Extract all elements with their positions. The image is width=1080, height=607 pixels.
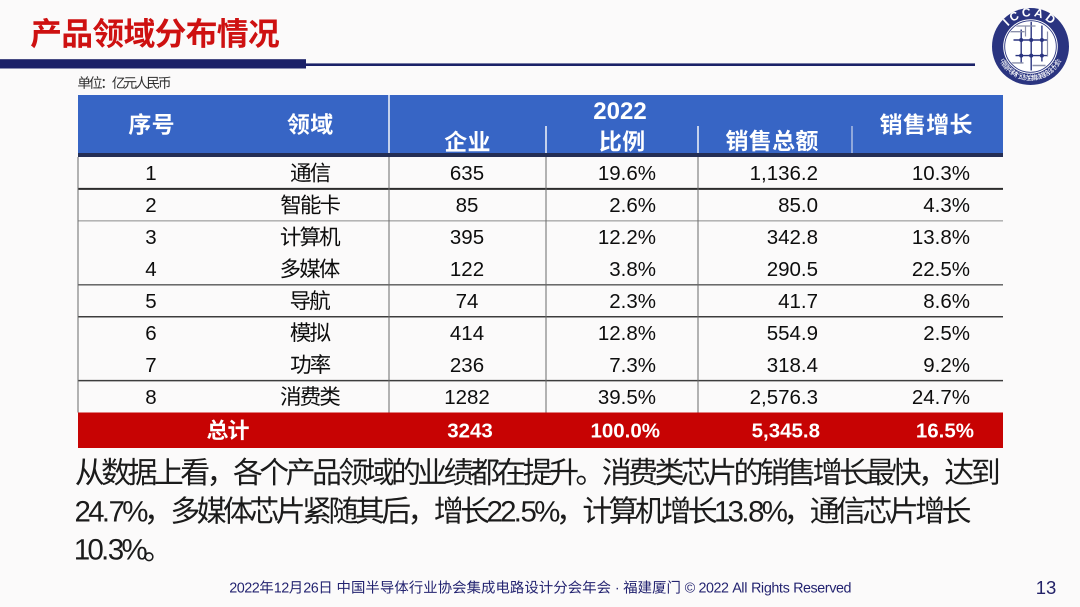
svg-text:12.8%: 12.8%: [598, 322, 656, 345]
svg-text:39.5%: 39.5%: [598, 386, 656, 409]
svg-text:2: 2: [145, 194, 156, 217]
svg-text:13.8%: 13.8%: [912, 226, 970, 249]
svg-text:2.6%: 2.6%: [609, 194, 656, 217]
svg-text:318.4: 318.4: [767, 354, 818, 377]
svg-text:395: 395: [450, 226, 484, 249]
svg-text:85.0: 85.0: [778, 194, 818, 217]
svg-text:8: 8: [145, 386, 156, 409]
svg-text:8.6%: 8.6%: [923, 290, 970, 313]
svg-text:9.2%: 9.2%: [923, 354, 970, 377]
svg-text:41.7: 41.7: [778, 290, 818, 313]
svg-text:4.3%: 4.3%: [923, 194, 970, 217]
svg-text:2,576.3: 2,576.3: [750, 386, 818, 409]
svg-text:3: 3: [145, 226, 156, 249]
svg-text:13: 13: [1036, 577, 1057, 598]
svg-text:4: 4: [145, 258, 156, 281]
svg-text:12.2%: 12.2%: [598, 226, 656, 249]
svg-text:635: 635: [450, 162, 484, 185]
svg-text:7: 7: [145, 354, 156, 377]
svg-text:2.5%: 2.5%: [923, 322, 970, 345]
svg-text:100.0%: 100.0%: [590, 419, 660, 442]
svg-text:5: 5: [145, 290, 156, 313]
svg-text:3.8%: 3.8%: [609, 258, 656, 281]
svg-text:236: 236: [450, 354, 484, 377]
svg-text:554.9: 554.9: [767, 322, 818, 345]
svg-text:85: 85: [456, 194, 479, 217]
svg-text:290.5: 290.5: [767, 258, 818, 281]
svg-text:342.8: 342.8: [767, 226, 818, 249]
svg-text:24.7%: 24.7%: [912, 386, 970, 409]
svg-text:2.3%: 2.3%: [609, 290, 656, 313]
svg-text:7.3%: 7.3%: [609, 354, 656, 377]
svg-text:2022: 2022: [593, 98, 646, 125]
svg-text:16.5%: 16.5%: [916, 419, 974, 442]
svg-text:3243: 3243: [447, 419, 493, 442]
svg-text:19.6%: 19.6%: [598, 162, 656, 185]
svg-text:10.3%: 10.3%: [912, 162, 970, 185]
svg-text:122: 122: [450, 258, 484, 281]
svg-text:22.5%: 22.5%: [912, 258, 970, 281]
svg-text:6: 6: [145, 322, 156, 345]
svg-text:1: 1: [145, 162, 156, 185]
svg-text:414: 414: [450, 322, 484, 345]
svg-text:1,136.2: 1,136.2: [750, 162, 818, 185]
svg-text:74: 74: [456, 290, 479, 313]
svg-text:1282: 1282: [444, 386, 490, 409]
svg-text:5,345.8: 5,345.8: [752, 419, 820, 442]
